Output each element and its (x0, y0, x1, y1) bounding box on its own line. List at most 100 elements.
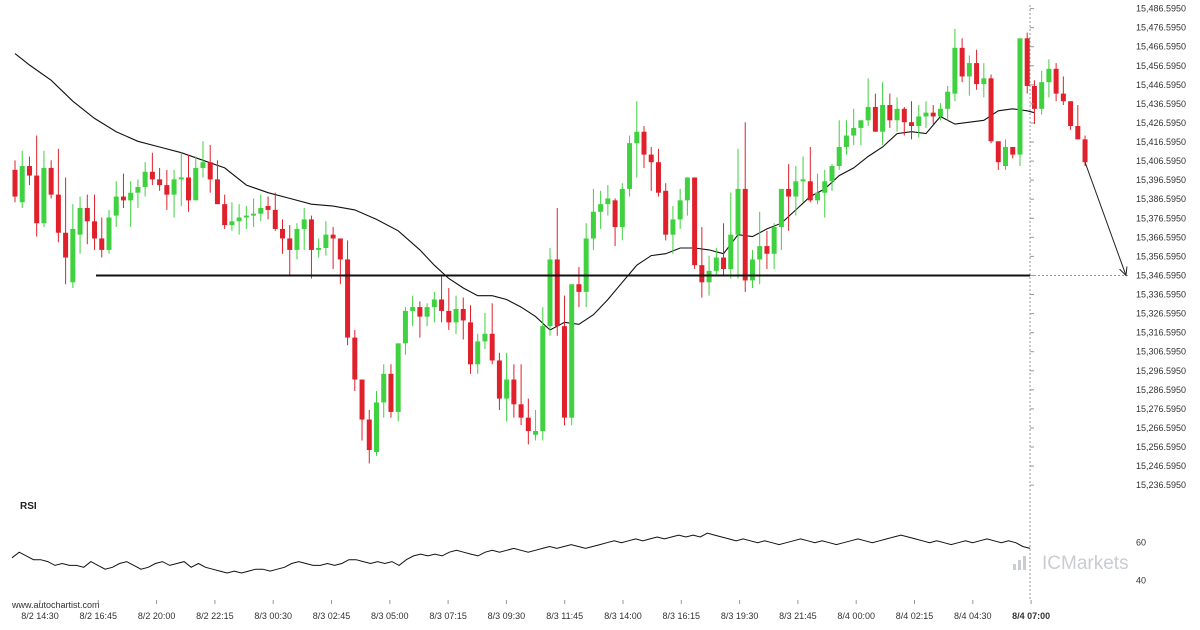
candle-bullish (684, 177, 690, 216)
candle-bearish (417, 301, 423, 338)
candle-body (569, 284, 575, 418)
y-tick-label: 15,346.5950 (1136, 270, 1186, 280)
candle-bullish (865, 78, 871, 126)
candle-bullish (475, 333, 481, 374)
moving-average-line (14, 53, 1035, 331)
candle-body (634, 131, 640, 144)
candle-body (207, 162, 213, 180)
candle-bullish (424, 303, 430, 327)
candle-body (1039, 82, 1045, 109)
candle-body (699, 265, 705, 283)
candle-bearish (157, 167, 163, 191)
candle-body (1003, 146, 1009, 167)
candle-body (1046, 68, 1052, 83)
candle-bullish (728, 192, 734, 279)
candle-body (294, 228, 300, 250)
candle-bullish (128, 181, 134, 228)
candle-body (598, 204, 604, 212)
x-tick-label: 8/3 21:45 (779, 611, 817, 621)
candle-body (475, 341, 481, 365)
candle-body (301, 219, 307, 229)
candle-body (1053, 68, 1059, 94)
candle-body (316, 248, 322, 250)
candle-bullish (533, 410, 539, 441)
candle-bearish (518, 364, 524, 426)
candle-bullish (627, 135, 633, 197)
candle-body (684, 177, 690, 201)
logo-bar (1023, 556, 1026, 570)
candle-bearish (554, 207, 560, 336)
x-tick-label: 8/3 19:30 (721, 611, 759, 621)
candle-body (945, 91, 951, 109)
candle-body (916, 116, 922, 126)
candle-body (366, 419, 372, 451)
candle-bullish (193, 156, 199, 201)
candle-body (655, 162, 661, 193)
candle-body (533, 431, 539, 435)
candle-bullish (836, 120, 842, 170)
candle-bearish (576, 267, 582, 308)
y-tick-label: 15,286.5950 (1136, 385, 1186, 395)
candle-bullish (945, 85, 951, 121)
y-tick-label: 15,266.5950 (1136, 423, 1186, 433)
x-tick-label: 8/3 16:15 (663, 611, 701, 621)
candle-body (251, 213, 257, 216)
candle-body (836, 146, 842, 167)
candle-body (243, 215, 249, 218)
candle-bullish (713, 248, 719, 277)
candle-body (757, 246, 763, 260)
candle-body (265, 206, 271, 210)
candle-body (749, 259, 755, 281)
candle-body (1017, 38, 1023, 155)
candle-bearish (92, 194, 98, 250)
candle-body (41, 167, 47, 224)
candle-bullish (294, 223, 300, 260)
candle-body (648, 154, 654, 163)
candle-bullish (19, 150, 25, 208)
candle-body (496, 360, 502, 399)
candle-bullish (829, 164, 835, 191)
rsi-tick-label: 60 (1136, 538, 1146, 548)
candle-body (995, 141, 1001, 163)
time-axis: 8/2 14:30 8/2 16:45 8/2 20:00 8/2 22:15 8/3 … (21, 600, 1050, 621)
candle-bearish (272, 192, 278, 231)
candle-body (106, 217, 112, 250)
candle-body (901, 108, 907, 123)
candle-bullish (323, 221, 329, 256)
candle-bearish (337, 238, 343, 285)
candle-bullish (894, 97, 900, 132)
candle-bearish (439, 276, 445, 323)
candle-bearish (699, 227, 705, 298)
candle-body (352, 337, 358, 380)
candle-body (627, 143, 633, 189)
candle-bearish (287, 225, 293, 275)
y-tick-label: 15,426.5950 (1136, 118, 1186, 128)
candle-body (677, 200, 683, 220)
candle-body (84, 207, 90, 222)
candle-body (34, 175, 40, 224)
candle-body (48, 167, 54, 195)
candle-body (178, 177, 184, 180)
candle-body (63, 232, 69, 258)
candle-bullish (482, 312, 488, 350)
candle-bullish (431, 291, 437, 323)
logo-bar (1018, 560, 1021, 570)
candle-bearish (222, 194, 228, 229)
candle-bullish (251, 198, 257, 228)
candle-body (843, 135, 849, 147)
candle-body (453, 309, 459, 323)
candle-bullish (598, 190, 604, 229)
candle-bullish (178, 152, 184, 207)
candle-bullish (923, 101, 929, 128)
candle-body (786, 188, 792, 197)
candle-bearish (807, 146, 813, 203)
candle-body (764, 246, 770, 254)
candle-body (222, 204, 228, 226)
candle-body (424, 307, 430, 317)
candle-bearish (345, 240, 351, 346)
candle-body (713, 257, 719, 271)
candle-body (99, 238, 105, 250)
moving-average-layer (14, 53, 1035, 331)
candle-body (402, 310, 408, 344)
candle-body (504, 379, 510, 399)
